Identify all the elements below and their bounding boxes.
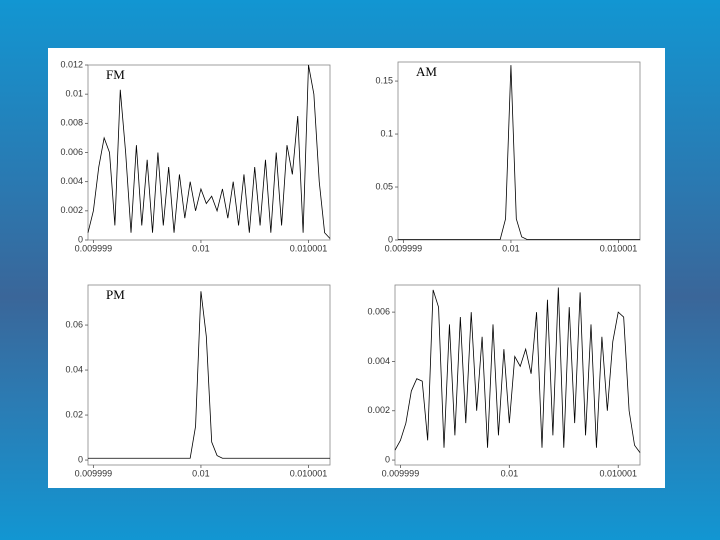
y-tick-label: 0.004: [367, 356, 390, 366]
y-tick-label: 0: [78, 454, 83, 464]
x-tick-label: 0.010001: [290, 243, 328, 253]
data-line: [88, 291, 330, 459]
plot-frame: [87, 284, 331, 466]
y-tick-label: 0: [388, 234, 393, 244]
x-tick-label: 0.009999: [75, 468, 113, 478]
y-tick-label: 0.01: [65, 89, 83, 99]
chart-title: PM: [106, 287, 125, 302]
y-tick-label: 0.002: [60, 205, 83, 215]
chart-panel: 0 0.002 0.004 0.006 0.008 0.01 0.012 0.009999 0.…: [48, 48, 665, 488]
x-tick-label: 0.010001: [290, 468, 328, 478]
chart-title: AM: [416, 64, 437, 79]
x-tick-label: 0.01: [192, 243, 210, 253]
y-tick-label: 0.012: [60, 59, 83, 69]
y-tick-label: 0.02: [65, 409, 83, 419]
x-tick-label: 0.010001: [600, 243, 638, 253]
y-tick-label: 0.006: [367, 306, 390, 316]
chart-title: FM: [106, 67, 125, 82]
x-tick-label: 0.01: [502, 243, 520, 253]
data-line: [87, 64, 331, 239]
panel-background: [48, 48, 665, 488]
data-line: [394, 287, 641, 453]
plot-frame: [397, 61, 641, 241]
y-tick-label: 0.1: [380, 128, 393, 138]
x-tick-label: 0.009999: [75, 243, 113, 253]
x-tick-label: 0.009999: [382, 468, 420, 478]
y-tick-label: 0.004: [60, 176, 83, 186]
y-tick-label: 0: [385, 454, 390, 464]
x-tick-label: 0.010001: [599, 468, 637, 478]
y-tick-label: 0.06: [65, 319, 83, 329]
y-tick-label: 0: [78, 234, 83, 244]
x-tick-label: 0.01: [501, 468, 519, 478]
y-tick-label: 0.04: [65, 364, 83, 374]
y-tick-label: 0.002: [367, 405, 390, 415]
y-tick-label: 0.05: [375, 181, 393, 191]
y-tick-label: 0.008: [60, 118, 83, 128]
x-tick-label: 0.01: [192, 468, 210, 478]
x-tick-label: 0.009999: [385, 243, 423, 253]
data-line: [398, 65, 640, 240]
y-tick-label: 0.15: [375, 75, 393, 85]
plot-frame: [394, 284, 641, 466]
y-tick-label: 0.006: [60, 147, 83, 157]
